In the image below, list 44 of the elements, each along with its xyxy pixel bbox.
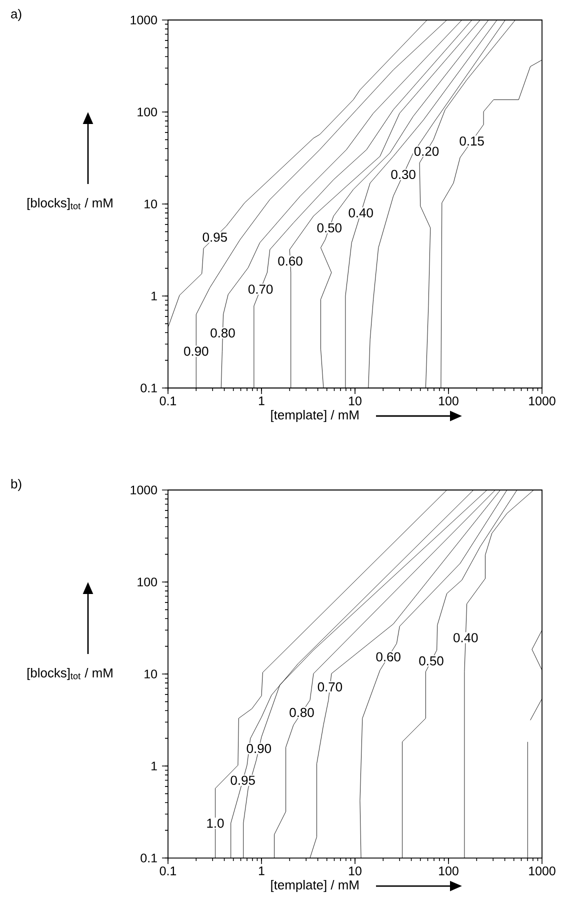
text: b) (11, 478, 22, 492)
x-tick-label: 1000 (529, 396, 556, 406)
x-tick-label: 10 (349, 396, 362, 406)
x-tick-label: 0.1 (160, 866, 176, 876)
series-label: 0.30 (391, 170, 416, 180)
series-label: 0.60 (376, 652, 400, 662)
y-tick-label: 10 (144, 200, 158, 208)
series-label: 0.95 (202, 232, 227, 242)
y-tick-label: 1 (152, 762, 157, 770)
y-tick-label: 100 (138, 108, 158, 116)
legend-label: 0.90 (184, 346, 208, 356)
series-label: 0.95 (230, 776, 255, 785)
series-label: 0.70 (318, 682, 342, 692)
y-tick-label: 1 (152, 292, 157, 300)
x-tick-label: 1 (258, 396, 264, 406)
y-tick-label: 10 (144, 670, 158, 678)
y-tick-label: 0.1 (140, 384, 157, 392)
series-label: 0.40 (454, 633, 478, 642)
series-label: 0.20 (414, 146, 439, 156)
series-label: 0.90 (246, 744, 272, 754)
y-axis-title: [blocks]$_{tot}$ / mM (27, 198, 112, 210)
series-label: 0.80 (290, 708, 314, 718)
x-axis-title: [template] / mM (271, 880, 358, 892)
y-axis-title: [blocks]$_{tot}$ / mM (27, 668, 112, 680)
series-label: 0.15 (460, 136, 484, 146)
y-tick-label: 1000 (130, 486, 157, 494)
x-axis-title: [template] / mM (271, 410, 358, 422)
y-tick-label: 100 (138, 578, 158, 586)
series-label: 0.40 (348, 208, 373, 218)
x-tick-label: 0.1 (160, 396, 176, 406)
x-tick-label: 1000 (529, 866, 556, 876)
y-tick-label: 1000 (130, 16, 157, 24)
series-label: 0.80 (210, 328, 235, 338)
series-label: 0.70 (248, 284, 273, 294)
series-label: 0.50 (419, 656, 444, 666)
y-tick-label: 0.1 (140, 854, 157, 862)
x-tick-label: 1 (258, 866, 264, 876)
series-label: 0.60 (278, 256, 302, 266)
series-label: 1.0 (207, 818, 224, 828)
x-tick-label: 10 (349, 866, 362, 876)
x-tick-label: 100 (439, 866, 458, 876)
x-tick-label: 100 (439, 396, 458, 406)
text: a) (11, 8, 22, 22)
series-label: 0.50 (317, 223, 342, 232)
